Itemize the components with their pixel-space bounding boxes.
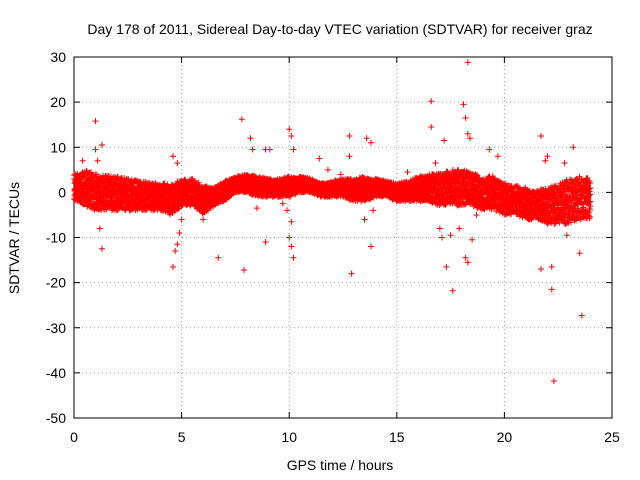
x-axis-label: GPS time / hours: [287, 457, 394, 473]
y-tick-label: -10: [46, 230, 66, 246]
x-tick-label: 20: [497, 429, 513, 445]
x-tick-label: 25: [604, 429, 620, 445]
y-tick-label: 20: [50, 94, 66, 110]
y-tick-label: -20: [46, 275, 66, 291]
y-tick-label: -50: [46, 410, 66, 426]
y-tick-label: 10: [50, 139, 66, 155]
data-point: [90, 177, 97, 184]
data-point: [205, 207, 212, 214]
tick-marks: [73, 56, 613, 419]
y-tick-labels: 30 20 10 0 -10 -20 -30 -40 -50: [46, 49, 66, 426]
y-tick-label: -30: [46, 320, 66, 336]
chart-title: Day 178 of 2011, Sidereal Day-to-day VTE…: [87, 21, 592, 37]
y-tick-label: -40: [46, 365, 66, 381]
x-tick-label: 0: [70, 429, 78, 445]
x-tick-labels: 0 5 10 15 20 25: [70, 429, 620, 445]
data-points: [71, 59, 594, 384]
y-tick-label: 30: [50, 49, 66, 65]
x-tick-label: 5: [178, 429, 186, 445]
y-axis-label: SDTVAR / TECUs: [6, 182, 22, 294]
y-tick-label: 0: [58, 184, 66, 200]
data-point: [98, 207, 105, 214]
x-tick-label: 15: [389, 429, 405, 445]
x-tick-label: 10: [281, 429, 297, 445]
